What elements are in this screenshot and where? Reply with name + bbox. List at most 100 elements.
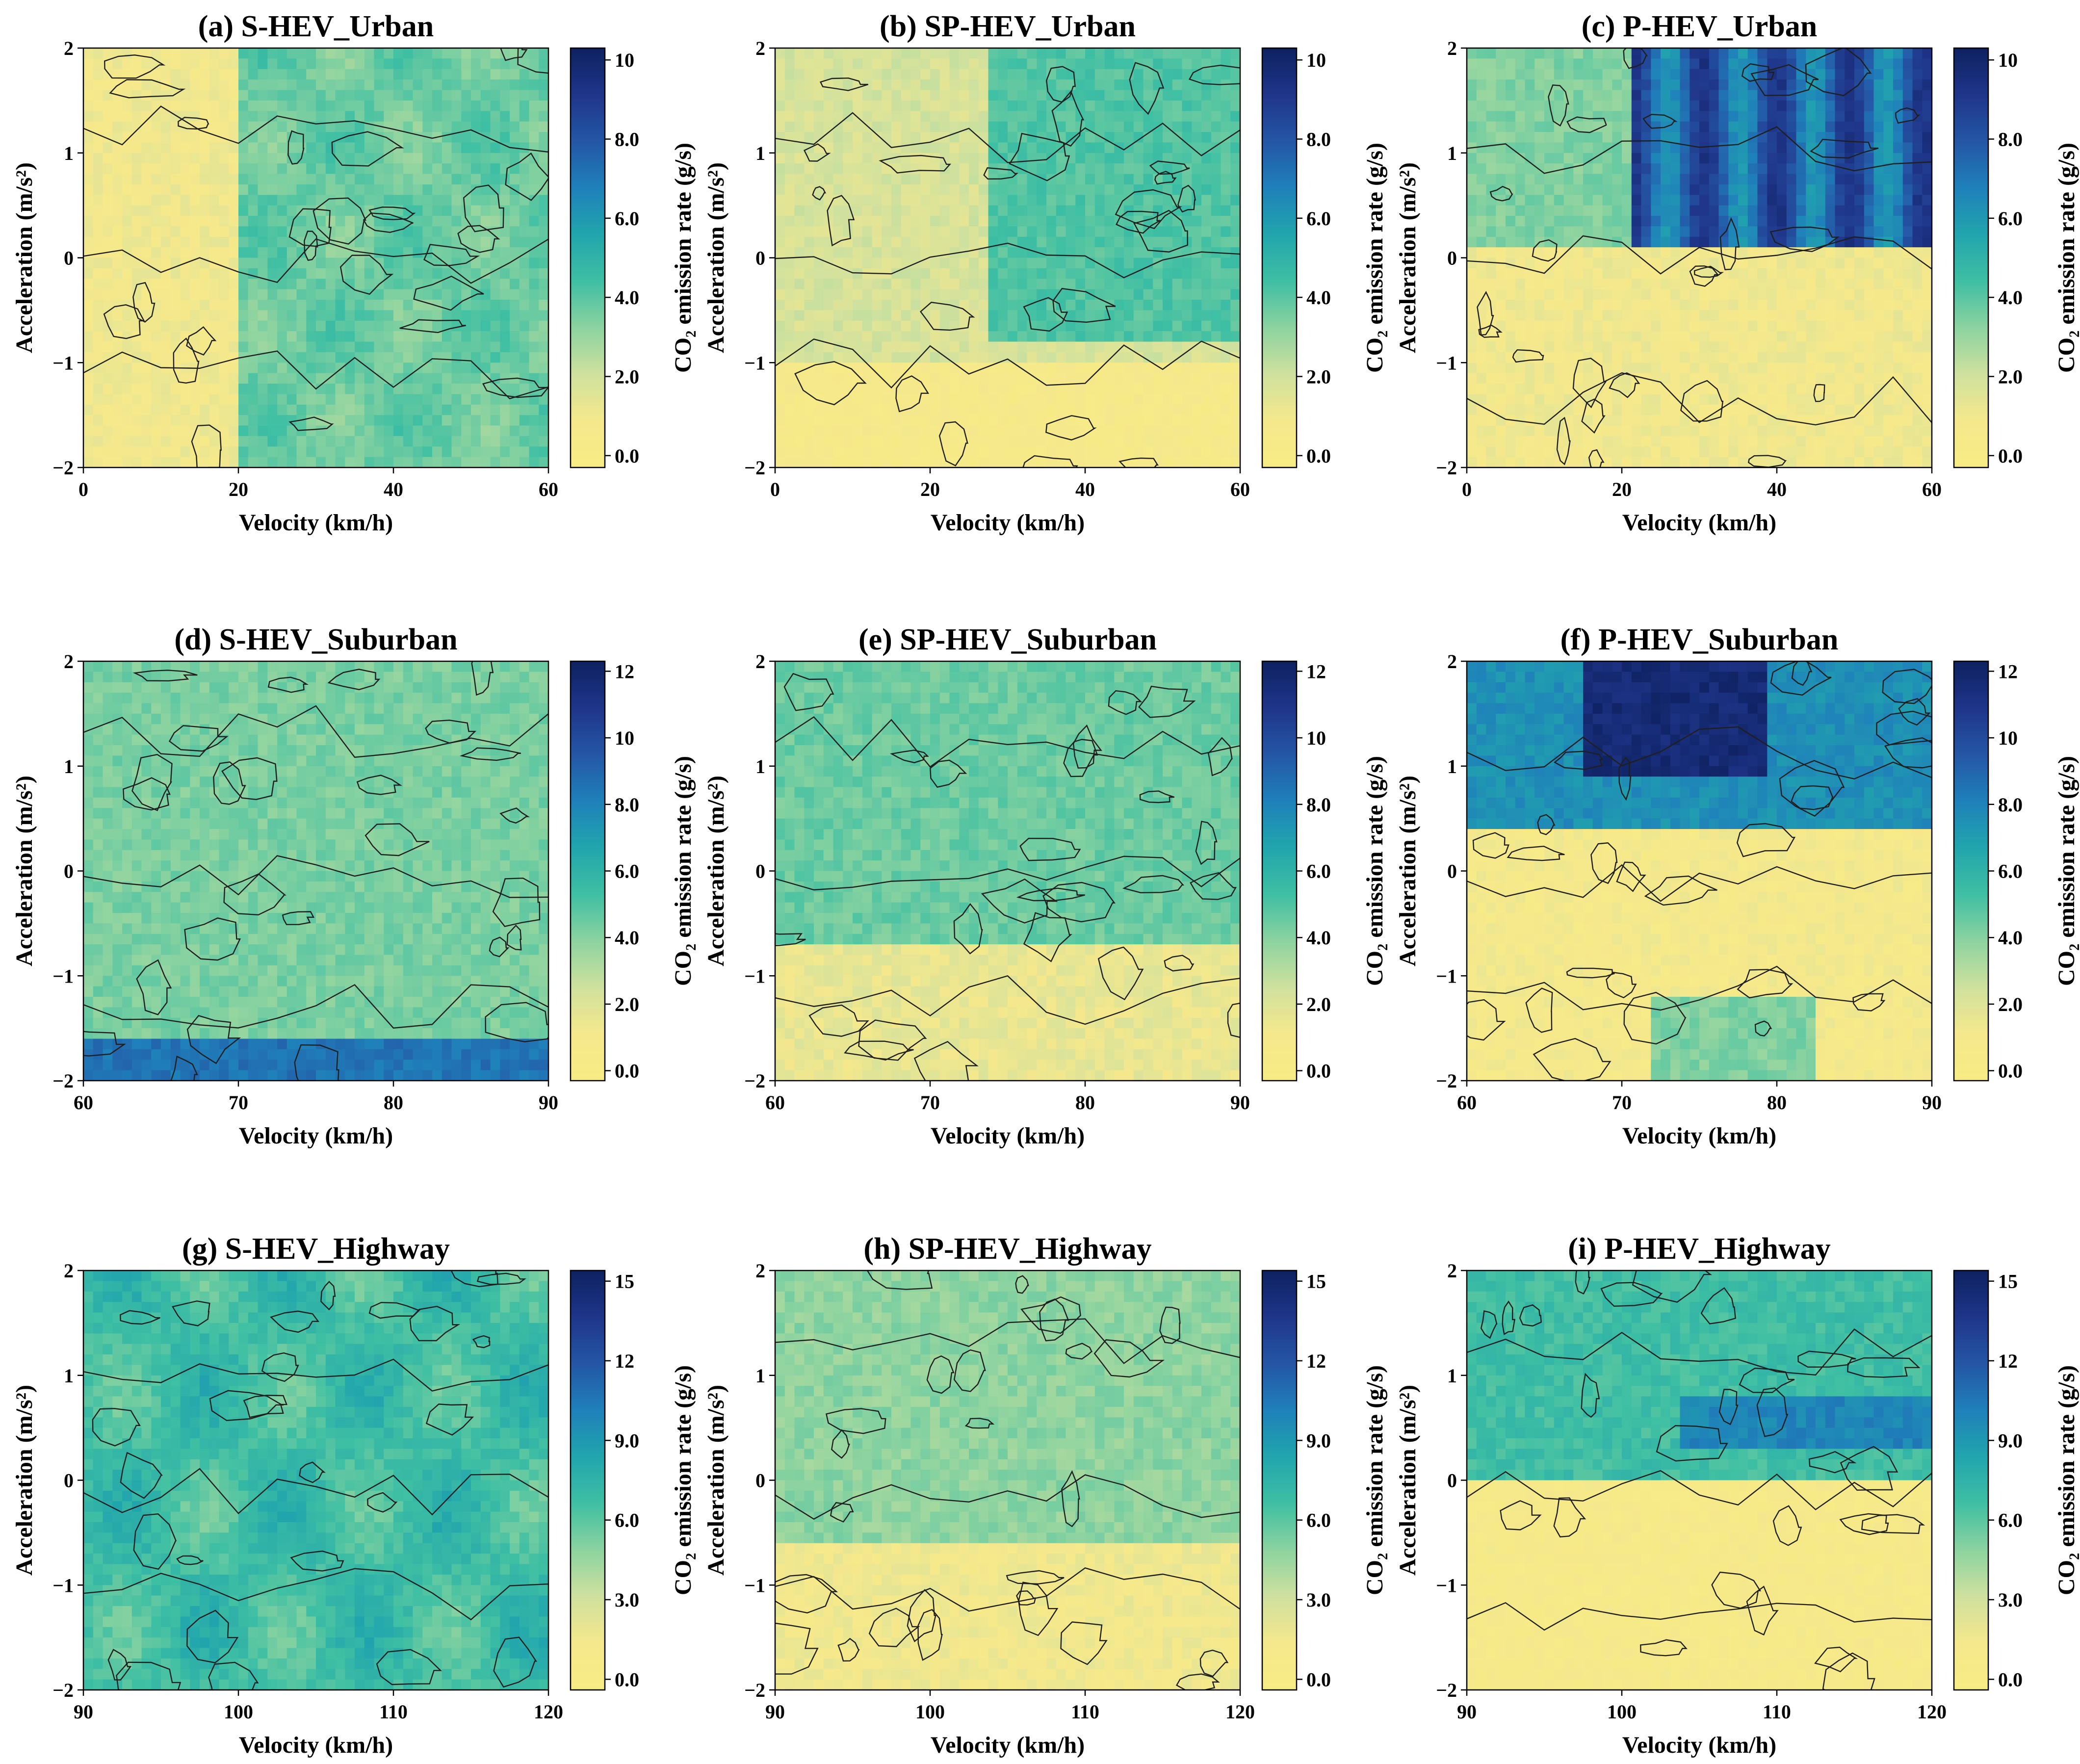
heatmap-cell <box>364 153 375 164</box>
heatmap-cell <box>229 300 239 311</box>
heatmap-cell <box>1912 132 1923 143</box>
heatmap-cell <box>1525 216 1535 227</box>
heatmap-cell <box>209 341 220 353</box>
heatmap-cell <box>364 174 375 185</box>
heatmap-cell <box>804 352 814 363</box>
heatmap-cell <box>393 320 404 332</box>
heatmap-cell <box>364 268 375 280</box>
heatmap-cell <box>83 132 94 143</box>
heatmap-cell <box>939 174 950 185</box>
heatmap-cell <box>209 457 220 467</box>
heatmap-cell <box>374 247 385 259</box>
heatmap-cell <box>882 79 892 91</box>
heatmap-cell <box>978 258 989 269</box>
heatmap-cell <box>1056 331 1066 342</box>
heatmap-cell <box>775 121 785 132</box>
heatmap-cell <box>306 121 316 132</box>
heatmap-cell <box>93 236 104 248</box>
heatmap-cell <box>1017 300 1028 311</box>
heatmap-cell <box>219 153 230 164</box>
heatmap-cell <box>882 184 892 196</box>
heatmap-cell <box>920 457 931 467</box>
heatmap-cell <box>930 352 940 363</box>
heatmap-cell <box>1845 247 1855 259</box>
heatmap-cell <box>1845 226 1855 237</box>
heatmap-cell <box>200 300 210 311</box>
heatmap-cell <box>804 310 814 321</box>
heatmap-cell <box>1699 121 1710 132</box>
heatmap-cell <box>403 121 414 132</box>
heatmap-cell <box>1534 247 1545 259</box>
heatmap-cell <box>258 268 268 280</box>
heatmap-cell <box>1796 153 1807 164</box>
heatmap-cell <box>161 111 171 122</box>
heatmap-cell <box>1573 174 1584 185</box>
heatmap-cell <box>1094 205 1105 216</box>
heatmap-cell <box>959 216 969 227</box>
heatmap-cell <box>258 236 268 248</box>
heatmap-cell <box>413 258 423 269</box>
heatmap-cell <box>1143 247 1154 259</box>
heatmap-cell <box>442 310 452 321</box>
heatmap-cell <box>500 236 510 248</box>
heatmap-cell <box>500 153 510 164</box>
heatmap-cell <box>949 268 960 280</box>
heatmap-cell <box>959 310 969 321</box>
heatmap-cell <box>500 195 510 206</box>
heatmap-cell <box>910 247 921 259</box>
heatmap-cell <box>1066 111 1076 122</box>
y-tick-label: 2 <box>64 37 74 59</box>
heatmap-cell <box>1515 69 1526 80</box>
heatmap-cell <box>1592 69 1603 80</box>
heatmap-cell <box>131 226 142 237</box>
heatmap-cell <box>1845 79 1855 91</box>
heatmap-cell <box>1114 279 1124 290</box>
heatmap-cell <box>1573 268 1584 280</box>
heatmap-cell <box>141 174 152 185</box>
heatmap-cell <box>949 279 960 290</box>
heatmap-cell <box>1017 69 1028 80</box>
heatmap-cell <box>1133 425 1144 437</box>
heatmap-cell <box>1651 174 1661 185</box>
contour-loop <box>1051 90 1085 147</box>
heatmap-cell <box>316 268 326 280</box>
heatmap-cell <box>286 268 297 280</box>
heatmap-cell <box>229 195 239 206</box>
heatmap-cell <box>1738 184 1748 196</box>
heatmap-cell <box>335 457 346 467</box>
heatmap-cell <box>461 404 471 415</box>
heatmap-cell <box>1124 289 1134 300</box>
heatmap-cell <box>103 258 113 269</box>
heatmap-cell <box>1777 111 1787 122</box>
heatmap-cell <box>519 111 530 122</box>
heatmap-cell <box>1211 425 1222 437</box>
heatmap-cell <box>1912 195 1923 206</box>
heatmap-cell <box>1046 236 1057 248</box>
heatmap-cell <box>296 79 307 91</box>
heatmap-cell <box>1104 48 1115 59</box>
heatmap-cell <box>1172 69 1183 80</box>
heatmap-cell <box>1873 258 1884 269</box>
heatmap-cell <box>83 384 94 395</box>
heatmap-cell <box>804 436 814 447</box>
heatmap-cell <box>1114 132 1124 143</box>
heatmap-cell <box>814 394 824 405</box>
heatmap-cell <box>432 310 442 321</box>
heatmap-cell <box>316 100 326 112</box>
heatmap-cell <box>151 258 161 269</box>
heatmap-cell <box>1796 247 1807 259</box>
heatmap-cell <box>978 226 989 237</box>
heatmap-cell <box>200 279 210 290</box>
heatmap-cell <box>93 216 104 227</box>
heatmap-cell <box>775 352 785 363</box>
heatmap-cell <box>442 174 452 185</box>
heatmap-cell <box>794 341 805 353</box>
heatmap-cell <box>784 153 795 164</box>
heatmap-cell <box>238 300 249 311</box>
heatmap-cell <box>451 132 462 143</box>
heatmap-cell <box>384 300 394 311</box>
heatmap-cell <box>500 132 510 143</box>
heatmap-cell <box>93 163 104 175</box>
heatmap-cell <box>374 236 385 248</box>
heatmap-cell <box>823 48 834 59</box>
